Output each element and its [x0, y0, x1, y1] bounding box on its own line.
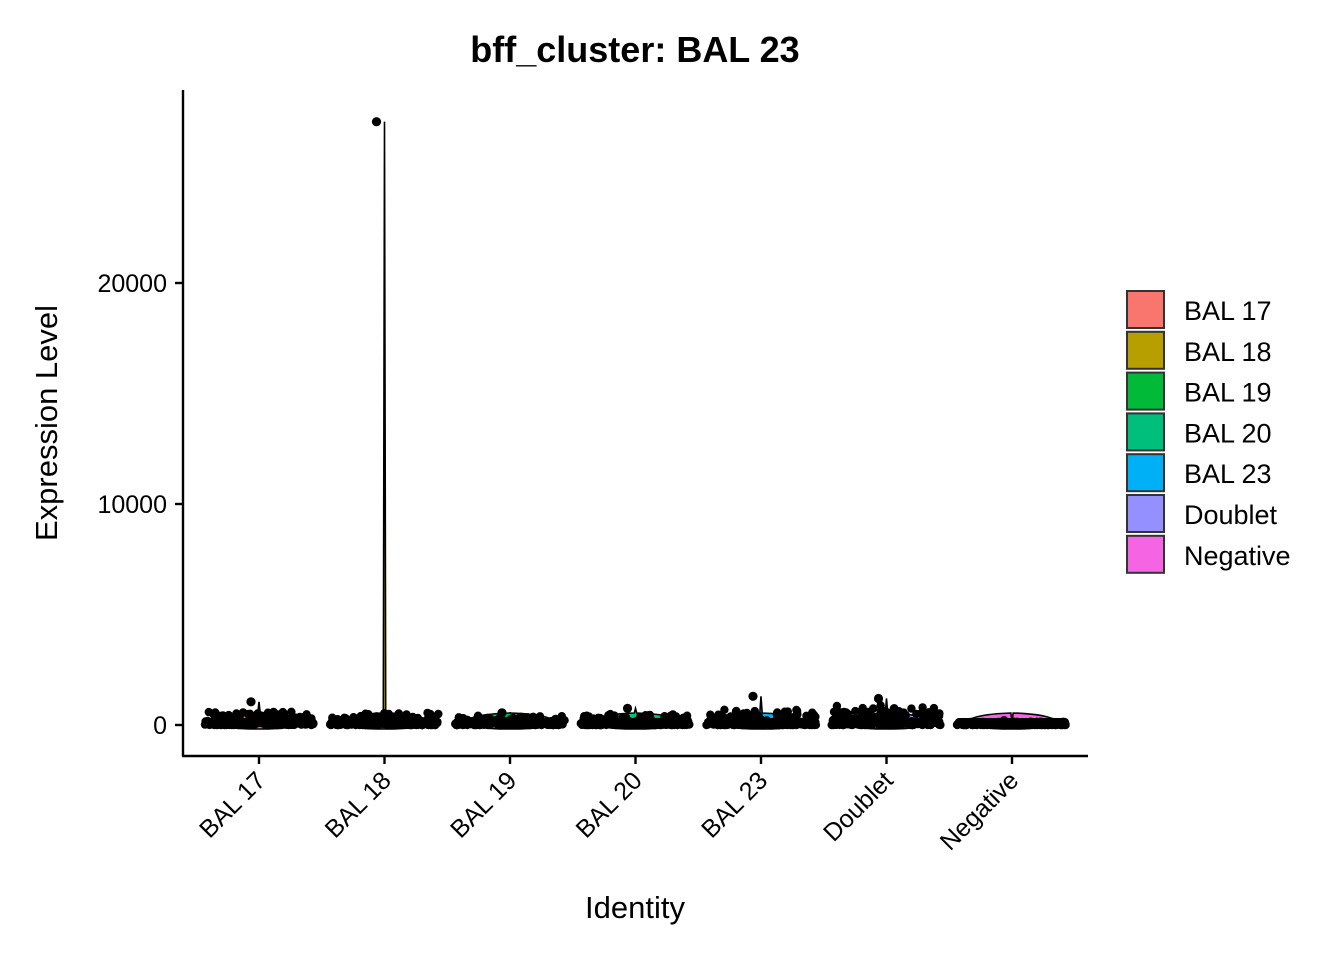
data-point: [434, 709, 443, 719]
violin-points: [200, 697, 318, 730]
violin-bal-19: [451, 708, 569, 730]
y-tick-label: 0: [153, 712, 167, 740]
max-point: [748, 691, 758, 701]
legend-label: Negative: [1184, 541, 1291, 571]
data-point: [802, 711, 811, 720]
violin-points: [827, 693, 945, 730]
data-point: [792, 706, 802, 716]
point-band: [327, 718, 442, 727]
legend-item: BAL 20: [1126, 412, 1272, 452]
legend-swatch: [1126, 453, 1165, 493]
data-point: [935, 709, 944, 718]
max-point: [246, 697, 256, 707]
point-band: [578, 718, 693, 727]
x-tick-label: BAL 17: [194, 766, 271, 843]
data-point: [773, 708, 782, 717]
max-point: [999, 716, 1009, 726]
violin-bal-17: [200, 697, 318, 730]
legend-item: Doublet: [1126, 494, 1278, 533]
point-band: [704, 718, 818, 727]
data-point: [876, 701, 885, 710]
violin-doublet: [827, 693, 945, 730]
data-point: [610, 711, 619, 720]
legend-swatch: [1126, 494, 1165, 533]
legend-item: BAL 23: [1126, 453, 1272, 493]
x-tick-label: BAL 20: [571, 766, 648, 843]
data-point: [668, 710, 678, 719]
x-axis-title: Identity: [585, 890, 685, 925]
legend-swatch: [1126, 534, 1165, 574]
legend-swatch: [1126, 412, 1165, 452]
data-point: [645, 711, 654, 720]
data-point: [582, 711, 591, 720]
data-point: [720, 705, 729, 714]
legend-item: BAL 19: [1126, 371, 1272, 411]
legend-label: BAL 17: [1184, 296, 1272, 326]
legend-item: BAL 17: [1126, 290, 1272, 329]
legend: BAL 17 BAL 18 BAL 19 BAL 20 BAL 23 Doublet Neg…: [1126, 290, 1291, 574]
legend-swatch: [1126, 371, 1165, 411]
point-band: [202, 718, 316, 727]
y-tick-label: 20000: [97, 270, 167, 298]
y-axis-title: Expression Level: [29, 305, 64, 541]
max-point: [497, 708, 507, 718]
legend-label: BAL 18: [1184, 337, 1272, 367]
data-point: [829, 707, 839, 716]
data-point: [706, 710, 715, 719]
max-point: [873, 693, 884, 704]
legend-label: Doublet: [1184, 500, 1278, 530]
x-axis-ticks: BAL 17 BAL 18 BAL 19 BAL 20 BAL 23 Doublet Neg…: [194, 756, 1024, 856]
legend-item: Negative: [1126, 534, 1291, 574]
data-point: [851, 706, 860, 716]
violin-points: [576, 703, 694, 730]
data-point: [384, 709, 393, 719]
violin-bal-20: [576, 703, 694, 730]
legend-label: BAL 19: [1184, 378, 1272, 408]
legend-label: BAL 20: [1184, 418, 1272, 448]
data-point: [243, 709, 253, 719]
violin-shape: [340, 121, 429, 730]
legend-swatch: [1126, 290, 1165, 329]
data-point: [907, 704, 916, 713]
violin-bal-18: [325, 117, 443, 730]
violin-points: [451, 708, 569, 730]
data-point: [204, 707, 213, 717]
violin-points: [702, 691, 821, 730]
violin-points: [325, 117, 443, 730]
x-tick-label: BAL 18: [320, 766, 397, 843]
violin-bal-23: [702, 691, 821, 730]
point-band: [829, 718, 944, 727]
plot-area: [200, 117, 1070, 730]
legend-item: BAL 18: [1126, 330, 1272, 370]
point-band: [955, 718, 1069, 727]
y-axis-ticks: 0 10000 20000: [97, 270, 183, 740]
x-tick-label: Negative: [935, 766, 1025, 856]
x-tick-label: Doublet: [818, 766, 899, 847]
violin-negative: [952, 712, 1070, 730]
max-point: [622, 703, 633, 714]
data-point: [731, 707, 741, 716]
data-point: [894, 707, 904, 716]
x-tick-label: BAL 19: [445, 766, 522, 843]
x-tick-label: BAL 23: [696, 766, 773, 843]
point-band: [453, 718, 567, 727]
legend-label: BAL 23: [1184, 459, 1272, 489]
max-point: [371, 117, 382, 127]
chart-title: bff_cluster: BAL 23: [470, 29, 799, 70]
y-tick-label: 10000: [97, 491, 167, 519]
violin-points: [952, 716, 1070, 730]
data-point: [839, 707, 849, 717]
legend-swatch: [1126, 330, 1165, 370]
data-point: [918, 707, 927, 717]
data-point: [876, 709, 885, 718]
data-point: [211, 708, 220, 717]
